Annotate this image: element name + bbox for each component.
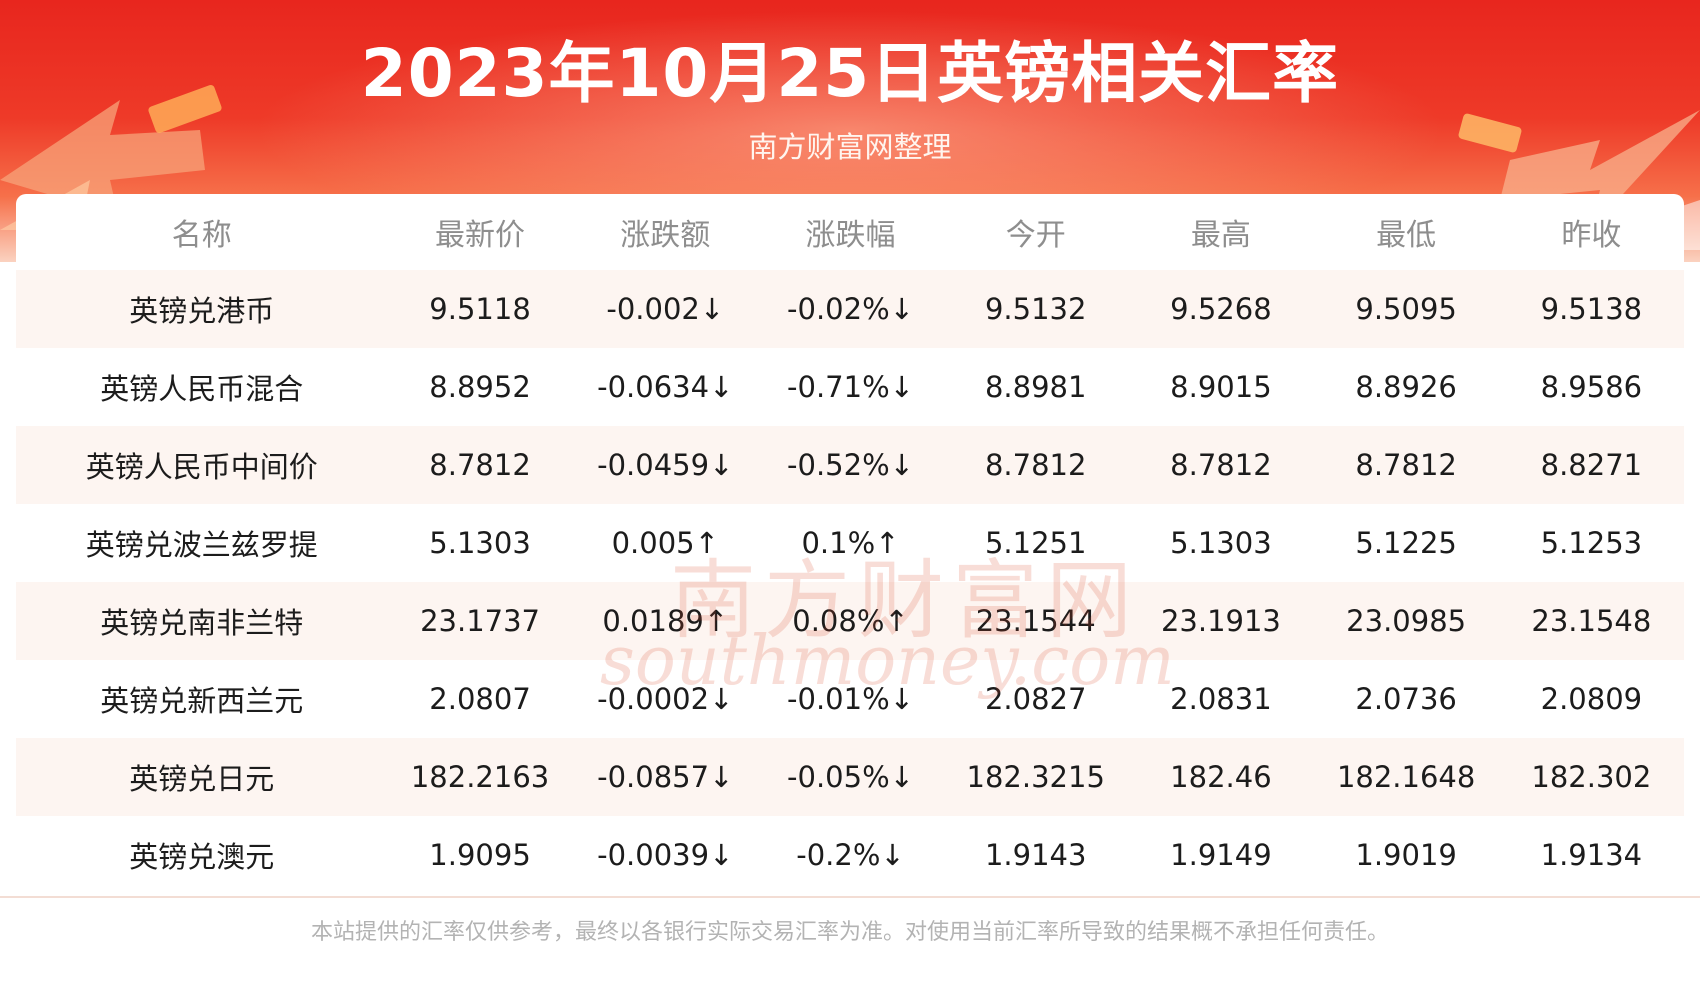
table-row: 英镑人民币混合 8.8952 -0.0634↓ -0.71%↓ 8.8981 8.9015… bbox=[16, 348, 1684, 426]
rate-cell-high: 9.5268 bbox=[1128, 270, 1314, 348]
page-title: 2023年10月25日英镑相关汇率 bbox=[360, 35, 1340, 112]
rate-cell-change: 0.005↑ bbox=[572, 504, 758, 582]
currency-pair-name: 英镑兑波兰兹罗提 bbox=[16, 504, 388, 582]
rate-cell-latest: 8.8952 bbox=[387, 348, 573, 426]
currency-pair-name: 英镑人民币中间价 bbox=[16, 426, 388, 504]
rate-cell-open: 8.8981 bbox=[943, 348, 1129, 426]
rate-cell-open: 2.0827 bbox=[943, 660, 1129, 738]
column-header: 涨跌幅 bbox=[805, 218, 896, 253]
column-header: 今开 bbox=[1005, 218, 1066, 253]
currency-pair-name: 英镑人民币混合 bbox=[16, 348, 388, 426]
rate-cell-latest: 23.1737 bbox=[387, 582, 573, 660]
rate-cell-open: 8.7812 bbox=[943, 426, 1129, 504]
rate-cell-prev-close: 182.302 bbox=[1498, 738, 1684, 816]
column-header: 涨跌额 bbox=[620, 218, 711, 253]
rate-cell-prev-close: 23.1548 bbox=[1498, 582, 1684, 660]
rate-cell-latest: 5.1303 bbox=[387, 504, 573, 582]
exchange-rate-table: 名称 最新价 涨跌额 涨跌幅 今开 最高 最低 昨收 英镑兑港币 9.5118 -0.002↓ -0.… bbox=[16, 194, 1684, 894]
column-header: 最高 bbox=[1190, 218, 1251, 253]
rate-cell-latest: 2.0807 bbox=[387, 660, 573, 738]
rate-cell-open: 182.3215 bbox=[943, 738, 1129, 816]
rate-cell-prev-close: 5.1253 bbox=[1498, 504, 1684, 582]
column-header: 名称 bbox=[171, 218, 232, 253]
rate-cell-change: 0.0189↑ bbox=[572, 582, 758, 660]
table-row: 英镑兑港币 9.5118 -0.002↓ -0.02%↓ 9.5132 9.5268 9.5… bbox=[16, 270, 1684, 348]
rate-cell-change: -0.0634↓ bbox=[572, 348, 758, 426]
rate-cell-prev-close: 8.8271 bbox=[1498, 426, 1684, 504]
rate-cell-open: 9.5132 bbox=[943, 270, 1129, 348]
rate-cell-high: 182.46 bbox=[1128, 738, 1314, 816]
rate-cell-change-pct: -0.71%↓ bbox=[757, 348, 944, 426]
rate-cell-low: 8.7812 bbox=[1313, 426, 1499, 504]
rate-cell-open: 1.9143 bbox=[943, 816, 1129, 894]
rate-cell-prev-close: 2.0809 bbox=[1498, 660, 1684, 738]
rate-cell-low: 2.0736 bbox=[1313, 660, 1499, 738]
rate-cell-prev-close: 8.9586 bbox=[1498, 348, 1684, 426]
rate-cell-high: 23.1913 bbox=[1128, 582, 1314, 660]
rate-cell-latest: 8.7812 bbox=[387, 426, 573, 504]
rate-cell-low: 5.1225 bbox=[1313, 504, 1499, 582]
rate-cell-change: -0.0459↓ bbox=[572, 426, 758, 504]
rate-cell-high: 8.7812 bbox=[1128, 426, 1314, 504]
header-banner: 2023年10月25日英镑相关汇率 南方财富网整理 bbox=[0, 0, 1700, 262]
currency-pair-name: 英镑兑南非兰特 bbox=[16, 582, 388, 660]
rate-cell-change-pct: -0.02%↓ bbox=[757, 270, 944, 348]
rate-cell-low: 9.5095 bbox=[1313, 270, 1499, 348]
table-row: 英镑兑日元 182.2163 -0.0857↓ -0.05%↓ 182.3215 182.… bbox=[16, 738, 1684, 816]
rate-cell-change-pct: -0.2%↓ bbox=[757, 816, 944, 894]
rate-cell-change: -0.002↓ bbox=[572, 270, 758, 348]
footer-divider bbox=[0, 896, 1700, 898]
column-header: 最低 bbox=[1376, 218, 1437, 253]
rate-cell-low: 23.0985 bbox=[1313, 582, 1499, 660]
currency-pair-name: 英镑兑新西兰元 bbox=[16, 660, 388, 738]
rate-cell-prev-close: 9.5138 bbox=[1498, 270, 1684, 348]
rate-cell-low: 182.1648 bbox=[1313, 738, 1499, 816]
rate-cell-high: 8.9015 bbox=[1128, 348, 1314, 426]
disclaimer-text: 本站提供的汇率仅供参考，最终以各银行实际交易汇率为准。对使用当前汇率所导致的结果… bbox=[310, 920, 1389, 945]
rate-cell-latest: 182.2163 bbox=[387, 738, 573, 816]
rate-cell-latest: 1.9095 bbox=[387, 816, 573, 894]
rate-cell-change-pct: -0.05%↓ bbox=[757, 738, 944, 816]
rate-cell-open: 5.1251 bbox=[943, 504, 1129, 582]
rate-cell-high: 1.9149 bbox=[1128, 816, 1314, 894]
page-subtitle: 南方财富网整理 bbox=[748, 130, 952, 164]
rate-cell-change: -0.0857↓ bbox=[572, 738, 758, 816]
rate-cell-open: 23.1544 bbox=[943, 582, 1129, 660]
table-row: 英镑兑新西兰元 2.0807 -0.0002↓ -0.01%↓ 2.0827 2.0831… bbox=[16, 660, 1684, 738]
currency-pair-name: 英镑兑澳元 bbox=[16, 816, 388, 894]
currency-pair-name: 英镑兑港币 bbox=[16, 270, 388, 348]
rate-cell-change-pct: -0.01%↓ bbox=[757, 660, 944, 738]
rate-cell-high: 5.1303 bbox=[1128, 504, 1314, 582]
rate-cell-latest: 9.5118 bbox=[387, 270, 573, 348]
table-header-row: 名称 最新价 涨跌额 涨跌幅 今开 最高 最低 昨收 bbox=[16, 194, 1684, 270]
rate-cell-low: 1.9019 bbox=[1313, 816, 1499, 894]
rate-cell-prev-close: 1.9134 bbox=[1498, 816, 1684, 894]
rate-cell-low: 8.8926 bbox=[1313, 348, 1499, 426]
column-header: 最新价 bbox=[435, 218, 526, 253]
table-row: 英镑兑澳元 1.9095 -0.0039↓ -0.2%↓ 1.9143 1.9149 1.9… bbox=[16, 816, 1684, 894]
rate-cell-change-pct: 0.08%↑ bbox=[757, 582, 944, 660]
rate-cell-change: -0.0002↓ bbox=[572, 660, 758, 738]
rate-cell-high: 2.0831 bbox=[1128, 660, 1314, 738]
currency-pair-name: 英镑兑日元 bbox=[16, 738, 388, 816]
rate-cell-change: -0.0039↓ bbox=[572, 816, 758, 894]
rate-cell-change-pct: 0.1%↑ bbox=[757, 504, 944, 582]
table-row: 英镑人民币中间价 8.7812 -0.0459↓ -0.52%↓ 8.7812 8.781… bbox=[16, 426, 1684, 504]
table-row: 英镑兑波兰兹罗提 5.1303 0.005↑ 0.1%↑ 5.1251 5.1303 5.1… bbox=[16, 504, 1684, 582]
table-row: 英镑兑南非兰特 23.1737 0.0189↑ 0.08%↑ 23.1544 23.191… bbox=[16, 582, 1684, 660]
rate-cell-change-pct: -0.52%↓ bbox=[757, 426, 944, 504]
column-header: 昨收 bbox=[1561, 218, 1622, 253]
